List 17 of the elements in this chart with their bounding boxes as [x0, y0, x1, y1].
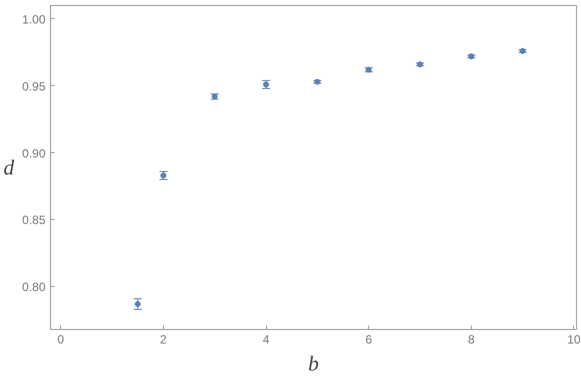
x-tick-label: 0 [57, 332, 64, 346]
y-tick-label: 0.95 [22, 79, 46, 94]
point [263, 81, 270, 88]
y-tick-label: 1.00 [22, 12, 46, 26]
y-tick-label: 0.90 [22, 146, 46, 160]
x-tick-label: 4 [262, 332, 270, 346]
point [314, 78, 320, 85]
x-tick-label: 6 [365, 332, 372, 346]
point [134, 301, 141, 308]
x-tick-label: 10 [567, 332, 581, 346]
point [520, 48, 526, 54]
x-tick-label: 2 [160, 332, 168, 346]
y-tick-label: 0.85 [22, 213, 46, 228]
y-tick-label: 0.80 [22, 280, 46, 294]
x-tick-label: 8 [468, 332, 475, 346]
x-axis-title: b [308, 352, 320, 376]
y-axis-title: d [3, 156, 14, 180]
